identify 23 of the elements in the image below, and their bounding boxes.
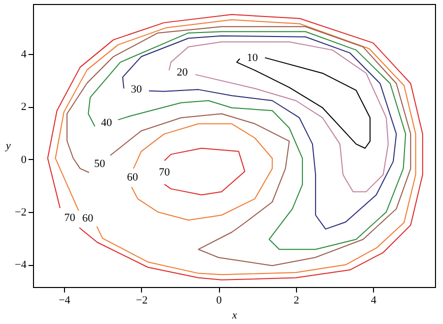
x-tick-label: 2 bbox=[294, 294, 300, 306]
series-label: 70 bbox=[64, 212, 76, 224]
series-label: 50 bbox=[94, 158, 106, 170]
x-tick-label: −2 bbox=[136, 294, 148, 306]
x-tick-label: 0 bbox=[216, 294, 222, 306]
line-series bbox=[168, 41, 389, 192]
y-tick-label: 4 bbox=[21, 48, 27, 61]
y-tick-label: −4 bbox=[14, 259, 27, 272]
series-label: 40 bbox=[100, 117, 112, 130]
series-label: 60 bbox=[127, 172, 139, 184]
y-tick-label: 0 bbox=[21, 154, 27, 166]
series-label: 60 bbox=[82, 212, 94, 225]
series-label: 10 bbox=[246, 52, 258, 64]
series-label: 70 bbox=[158, 166, 170, 178]
y-axis-title: y bbox=[4, 140, 11, 152]
series-label: 30 bbox=[130, 84, 142, 96]
x-tick-label: 4 bbox=[370, 294, 377, 306]
y-tick-label: 2 bbox=[21, 101, 26, 114]
series-label: 20 bbox=[176, 66, 188, 78]
y-tick-label: −2 bbox=[14, 206, 26, 218]
line-series bbox=[122, 35, 397, 230]
x-tick-label: −4 bbox=[58, 294, 71, 306]
x-axis-title: x bbox=[231, 310, 238, 322]
